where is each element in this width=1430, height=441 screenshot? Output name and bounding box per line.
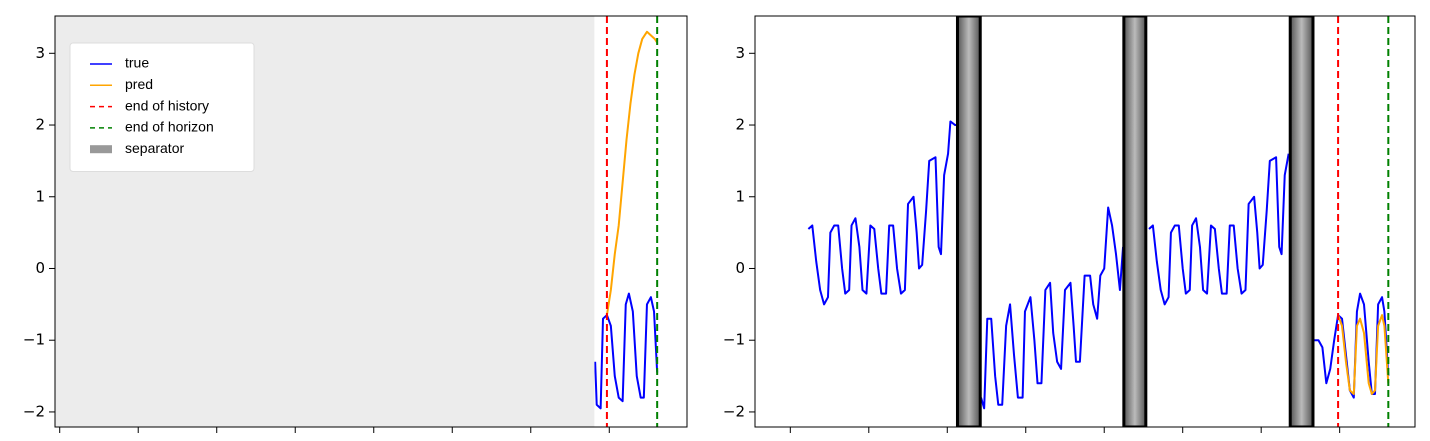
legend-label: end of history	[125, 97, 209, 113]
plot: −2 −1 0 1 2 3 true pred end of history end of hor…	[23, 15, 688, 433]
legend-patch	[90, 145, 112, 154]
legend-box	[69, 42, 255, 172]
plot: −2 −1 0 1 2 3	[723, 15, 1416, 433]
series-line	[594, 292, 659, 410]
y-tick-label: −1	[23, 331, 45, 349]
y-tick-label: −2	[23, 402, 45, 420]
separator	[1122, 16, 1148, 427]
y-tick-label: −2	[723, 402, 745, 420]
legend-label: true	[125, 55, 149, 71]
y-tick-label: 0	[35, 259, 45, 277]
separator	[1288, 16, 1315, 427]
axes-frame	[54, 15, 688, 428]
y-tick-label: 3	[735, 44, 745, 62]
series-line	[807, 120, 1390, 410]
axes-frame	[754, 15, 1416, 428]
y-tick-label: −1	[723, 331, 745, 349]
y-tick-label: 2	[735, 116, 745, 134]
y-tick-label: 3	[35, 44, 45, 62]
y-tick-label: 1	[735, 187, 745, 205]
legend-label: separator	[125, 140, 184, 156]
separator	[955, 16, 982, 427]
legend: true pred end of history end of horizon sepa…	[69, 42, 255, 172]
legend-label: pred	[125, 76, 153, 92]
series-line	[1337, 314, 1390, 396]
y-tick-label: 0	[735, 259, 745, 277]
y-tick-label: 1	[35, 187, 45, 205]
y-tick-label: 2	[35, 116, 45, 134]
legend-label: end of horizon	[125, 119, 214, 135]
series-line	[605, 30, 659, 316]
